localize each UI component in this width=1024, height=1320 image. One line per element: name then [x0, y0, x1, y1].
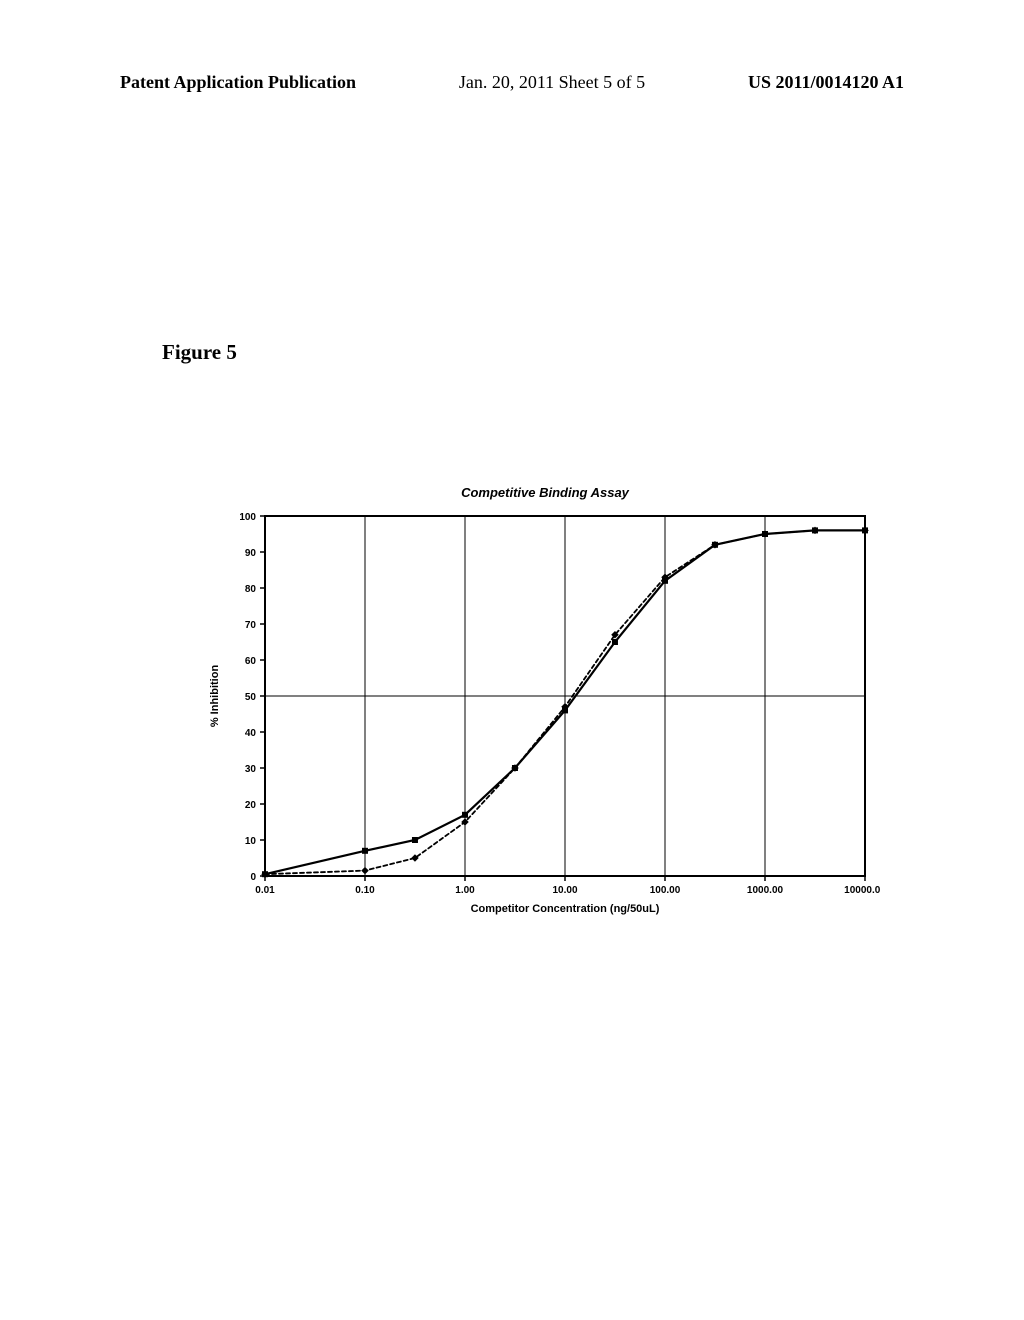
svg-text:10000.00: 10000.00 — [844, 885, 880, 896]
svg-text:10: 10 — [245, 836, 257, 847]
svg-text:20: 20 — [245, 800, 257, 811]
svg-text:100: 100 — [239, 512, 256, 523]
svg-text:1.00: 1.00 — [455, 885, 475, 896]
figure-label: Figure 5 — [162, 340, 237, 365]
svg-text:0.10: 0.10 — [355, 885, 375, 896]
svg-text:70: 70 — [245, 620, 257, 631]
svg-text:10.00: 10.00 — [552, 885, 577, 896]
svg-text:0.01: 0.01 — [255, 885, 275, 896]
svg-text:50: 50 — [245, 692, 257, 703]
svg-text:1000.00: 1000.00 — [747, 885, 784, 896]
svg-text:60: 60 — [245, 656, 257, 667]
chart-container: Competitive Binding Assay 0 10 20 30 40 50 60 7… — [200, 485, 890, 926]
svg-text:% Inhibition: % Inhibition — [209, 665, 221, 728]
svg-text:80: 80 — [245, 584, 257, 595]
svg-text:0: 0 — [250, 872, 256, 883]
header-center: Jan. 20, 2011 Sheet 5 of 5 — [459, 72, 645, 93]
svg-text:100.00: 100.00 — [650, 885, 681, 896]
header-right: US 2011/0014120 A1 — [748, 72, 904, 93]
svg-text:30: 30 — [245, 764, 257, 775]
chart-title: Competitive Binding Assay — [200, 485, 890, 500]
svg-text:Competitor Concentration (ng/5: Competitor Concentration (ng/50uL) — [471, 903, 660, 915]
header-left: Patent Application Publication — [120, 72, 356, 93]
page-header: Patent Application Publication Jan. 20, … — [0, 72, 1024, 93]
svg-text:40: 40 — [245, 728, 257, 739]
svg-text:90: 90 — [245, 548, 257, 559]
competitive-binding-chart: 0 10 20 30 40 50 60 70 80 90 100 0.01 0.10 1.00 10.00 1… — [200, 506, 880, 926]
